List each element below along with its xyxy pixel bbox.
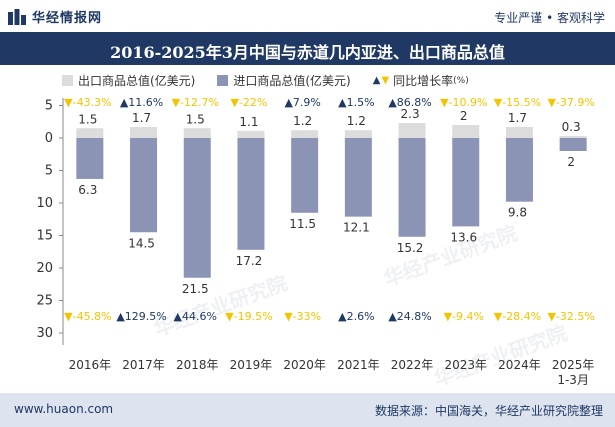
y-tick-label: 25 <box>36 294 53 309</box>
y-tick-label: 0 <box>45 131 53 146</box>
export-growth-label: ▲7.9% <box>284 96 320 109</box>
x-tick-label: 2023年 <box>444 358 487 372</box>
import-bar <box>506 138 533 202</box>
y-tick-label: 30 <box>36 326 53 341</box>
x-tick-label-line: 2018年 <box>176 358 219 372</box>
y-tick-label: 5 <box>45 164 53 179</box>
export-value-label: 1.2 <box>293 114 312 128</box>
import-bar <box>560 138 587 151</box>
x-tick-label-line: 2019年 <box>230 358 273 372</box>
import-bar <box>452 138 479 226</box>
import-growth-label: ▼-19.5% <box>225 310 272 323</box>
import-value-label: 21.5 <box>182 282 209 296</box>
import-growth-label: ▲2.6% <box>338 310 374 323</box>
chart-svg: 5 0 5 10 15 20 25 30 1.5 6.3 ▼-43.3% ▼-45.8% 2016年 1.… <box>0 0 615 393</box>
import-value-label: 15.2 <box>397 241 424 255</box>
y-tick-label: 20 <box>36 261 53 276</box>
export-bar <box>345 130 372 138</box>
import-growth-label: ▼-28.4% <box>494 310 541 323</box>
x-tick-label: 2016年 <box>69 358 112 372</box>
x-tick-label-line: 2021年 <box>337 358 380 372</box>
export-bar <box>452 125 479 138</box>
import-bar <box>345 138 372 217</box>
export-bar <box>237 131 264 138</box>
x-tick-label-line: 2016年 <box>69 358 112 372</box>
export-bar <box>399 123 426 138</box>
export-value-label: 1.7 <box>132 111 151 125</box>
import-value-label: 17.2 <box>236 254 263 268</box>
x-tick-label: 2018年 <box>176 358 219 372</box>
x-tick-label-line: 2025年 <box>552 358 595 372</box>
export-bar <box>506 127 533 138</box>
export-growth-label: ▼-37.9% <box>547 96 594 109</box>
x-tick-label-line: 2023年 <box>444 358 487 372</box>
import-value-label: 9.8 <box>508 206 527 220</box>
import-growth-label: ▼-9.4% <box>444 310 484 323</box>
export-growth-label: ▲1.5% <box>338 96 374 109</box>
export-value-label: 1.1 <box>239 115 258 129</box>
export-value-label: 2.3 <box>401 107 420 121</box>
import-growth-label: ▲129.5% <box>116 310 166 323</box>
import-growth-label: ▼-45.8% <box>64 310 111 323</box>
import-value-label: 11.5 <box>289 217 316 231</box>
import-value-label: 12.1 <box>343 221 370 235</box>
x-tick-label: 2025年 1-3月 <box>552 358 595 387</box>
x-tick-label: 2024年 <box>498 358 541 372</box>
import-bar <box>237 138 264 250</box>
import-growth-label: ▲24.8% <box>388 310 431 323</box>
export-value-label: 1.2 <box>347 114 366 128</box>
export-bar <box>76 128 103 138</box>
y-tick-label: 10 <box>36 196 53 211</box>
export-growth-label: ▼-43.3% <box>64 96 111 109</box>
import-growth-label: ▼-32.5% <box>547 310 594 323</box>
export-growth-label: ▼-12.7% <box>172 96 219 109</box>
x-tick-label-line: 2017年 <box>122 358 165 372</box>
x-tick-label: 2017年 <box>122 358 165 372</box>
x-tick-label-line: 2024年 <box>498 358 541 372</box>
y-tick-label: 15 <box>36 229 53 244</box>
x-tick-label: 2019年 <box>230 358 273 372</box>
export-value-label: 1.5 <box>186 112 205 126</box>
import-growth-label: ▲44.6% <box>174 310 217 323</box>
x-tick-label-line: 2022年 <box>391 358 434 372</box>
import-value-label: 14.5 <box>128 236 155 250</box>
export-growth-label: ▲11.6% <box>120 96 163 109</box>
footer-source: 数据来源：中国海关，华经产业研究院整理 <box>375 402 603 419</box>
import-bar <box>291 138 318 213</box>
import-bar <box>184 138 211 278</box>
x-tick-label-line: 1-3月 <box>557 373 589 387</box>
x-tick-label-line: 2020年 <box>283 358 326 372</box>
export-bar <box>291 130 318 138</box>
export-value-label: 2 <box>460 109 468 123</box>
export-bar <box>560 136 587 138</box>
export-value-label: 0.3 <box>562 120 581 134</box>
import-bar <box>399 138 426 237</box>
footer: www.huaon.com 数据来源：中国海关，华经产业研究院整理 <box>0 393 615 427</box>
footer-url[interactable]: www.huaon.com <box>14 402 113 416</box>
import-value-label: 6.3 <box>78 183 97 197</box>
import-value-label: 2 <box>567 155 575 169</box>
x-tick-label: 2020年 <box>283 358 326 372</box>
import-value-label: 13.6 <box>450 230 477 244</box>
import-bar <box>76 138 103 179</box>
export-bar <box>184 128 211 138</box>
import-growth-label: ▼-33% <box>284 310 321 323</box>
x-tick-label: 2022年 <box>391 358 434 372</box>
export-value-label: 1.5 <box>78 112 97 126</box>
export-growth-label: ▲86.8% <box>388 96 431 109</box>
export-growth-label: ▼-22% <box>231 96 268 109</box>
export-value-label: 1.7 <box>508 111 527 125</box>
export-growth-label: ▼-15.5% <box>494 96 541 109</box>
y-tick-label: 5 <box>45 99 53 114</box>
import-bar <box>130 138 157 232</box>
export-bar <box>130 127 157 138</box>
x-tick-label: 2021年 <box>337 358 380 372</box>
export-growth-label: ▼-10.9% <box>440 96 487 109</box>
